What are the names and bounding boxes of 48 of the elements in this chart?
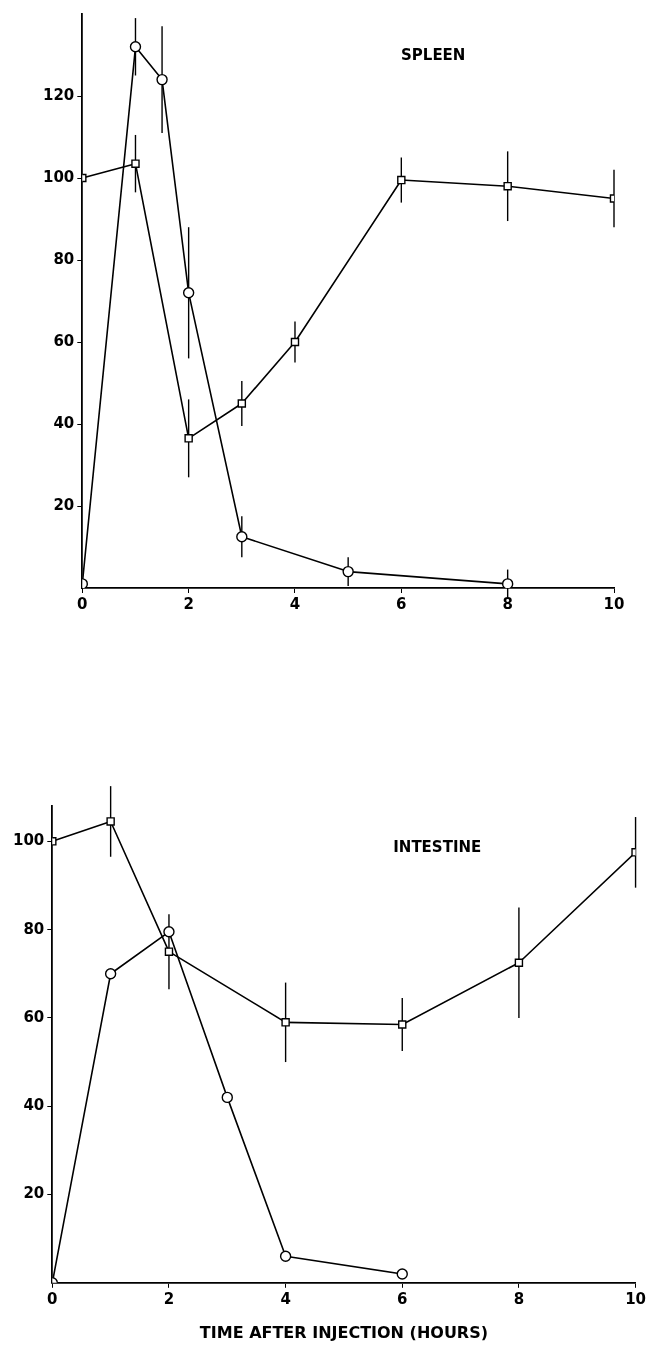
y-tick-label: 20 xyxy=(53,495,75,514)
x-tick-label: 2 xyxy=(183,594,194,613)
text: INTESTINE xyxy=(393,837,482,856)
point xyxy=(503,181,512,191)
point xyxy=(279,1250,292,1263)
point xyxy=(104,968,117,980)
point xyxy=(397,175,406,185)
x-tick-label: 0 xyxy=(77,594,88,613)
y-tick-label: 40 xyxy=(23,1096,45,1115)
point xyxy=(342,565,354,578)
point xyxy=(514,958,524,967)
text: SPLEEN xyxy=(401,45,466,64)
x-tick-label: 10 xyxy=(625,1289,646,1308)
y-tick-label: 60 xyxy=(53,331,75,350)
point xyxy=(281,1018,290,1027)
point xyxy=(164,947,174,956)
x-tick-label: 6 xyxy=(397,1289,408,1308)
x-tick-label: 8 xyxy=(513,1289,525,1308)
y-tick-label: 80 xyxy=(53,249,75,268)
y-tick-label: 100 xyxy=(43,167,75,186)
point xyxy=(131,159,140,168)
x-axis-title: TIME AFTER INJECTION (HOURS) xyxy=(199,1322,489,1342)
point xyxy=(156,73,168,86)
point xyxy=(396,1268,408,1280)
x-tick-label: 4 xyxy=(289,594,301,613)
point xyxy=(163,926,175,938)
y-tick-label: 20 xyxy=(23,1184,45,1203)
y-tick-label: 120 xyxy=(43,85,75,104)
y-tick-label: 40 xyxy=(53,413,75,432)
point xyxy=(398,1020,407,1029)
point xyxy=(236,531,248,543)
y-tick-label: 80 xyxy=(23,919,45,938)
y-tick-label: 60 xyxy=(23,1007,45,1026)
x-tick-label: 4 xyxy=(280,1289,291,1308)
point xyxy=(182,287,195,299)
x-tick-label: 10 xyxy=(603,594,625,613)
point xyxy=(106,817,115,826)
x-tick-label: 8 xyxy=(502,594,513,613)
point xyxy=(290,337,300,347)
point xyxy=(184,434,193,443)
point xyxy=(129,41,142,53)
x-tick-label: 2 xyxy=(163,1289,175,1308)
point xyxy=(237,399,247,408)
point xyxy=(221,1091,233,1104)
y-tick-label: 100 xyxy=(13,831,45,850)
x-tick-label: 0 xyxy=(47,1289,58,1308)
x-tick-label: 6 xyxy=(396,594,407,613)
point xyxy=(501,578,514,588)
